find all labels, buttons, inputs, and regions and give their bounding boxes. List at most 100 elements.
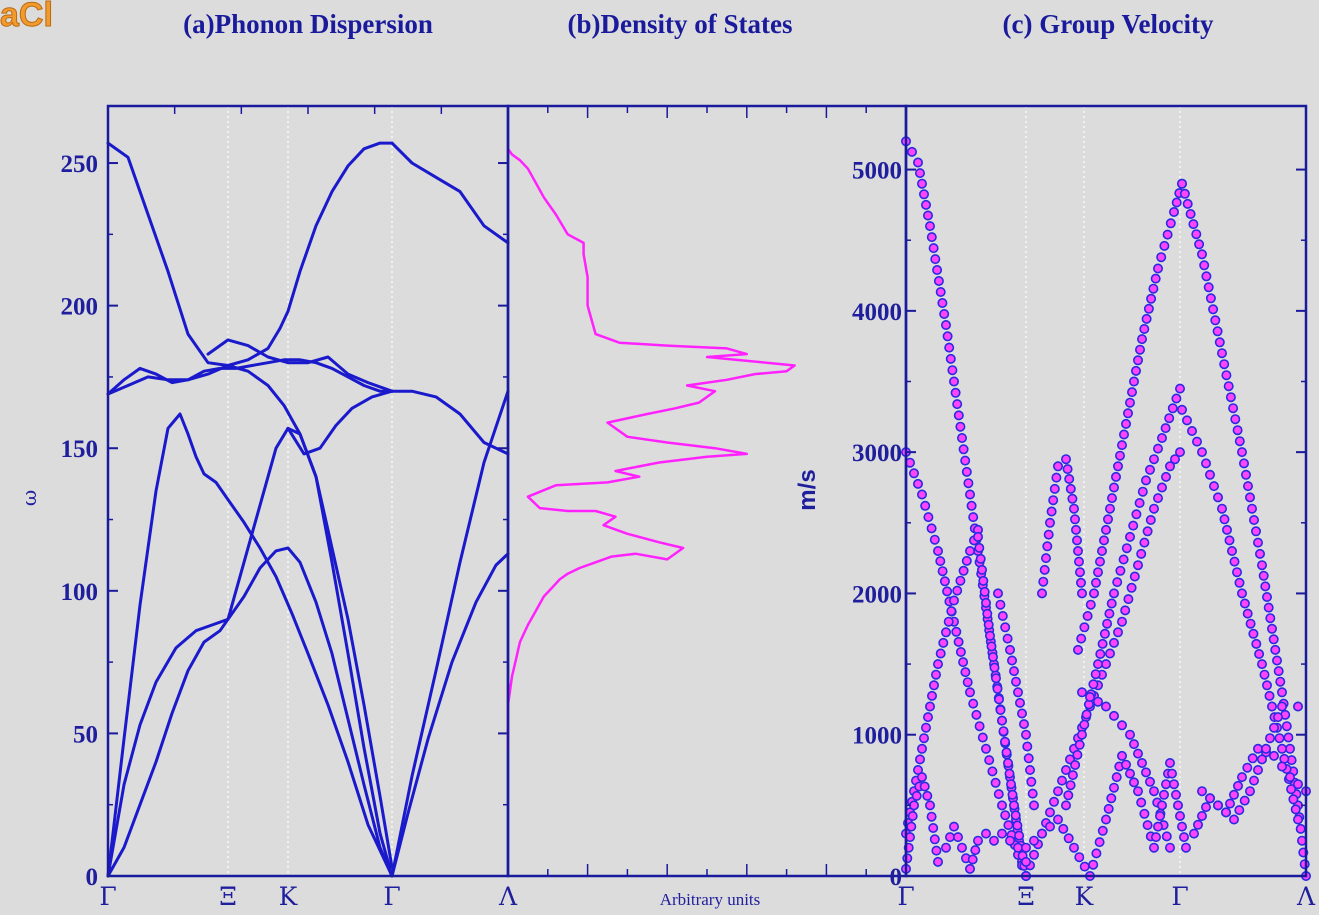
velocity-point-s8 <box>1099 628 1110 639</box>
velocity-point-s10 <box>1249 514 1260 525</box>
velocity-point-s2 <box>993 789 1004 800</box>
velocity-point-s14 <box>1139 808 1150 819</box>
velocity-point-s1 <box>935 286 946 297</box>
velocity-point-s14 <box>1103 803 1114 814</box>
velocity-point-s1 <box>912 157 923 168</box>
velocity-point-s9 <box>1119 429 1130 440</box>
velocity-point-s2 <box>926 523 937 534</box>
velocity-point-s5 <box>1000 622 1011 633</box>
velocity-point-s16 <box>1249 775 1260 786</box>
velocity-point-s2 <box>951 626 962 637</box>
velocity-point-s9 <box>1111 471 1122 482</box>
dispersion-xtick-label: K <box>279 882 299 911</box>
velocity-point-s14 <box>1159 789 1170 800</box>
velocity-point-s9 <box>1093 567 1104 578</box>
velocity-point-s11 <box>1197 447 1208 458</box>
velocity-point-s5 <box>1027 788 1038 799</box>
velocity-point-s6 <box>1069 503 1080 514</box>
velocity-point-s14 <box>1136 797 1147 808</box>
velocity-point-s11 <box>1232 567 1243 578</box>
velocity-point-s8 <box>1112 577 1123 588</box>
velocity-ytick-label: 2000 <box>852 581 902 608</box>
velocity-point-s1 <box>942 331 953 342</box>
velocity-point-s9 <box>1169 207 1180 218</box>
velocity-point-s16 <box>1234 805 1245 816</box>
velocity-point-s5 <box>1010 676 1021 687</box>
velocity-point-s13 <box>988 835 999 846</box>
velocity-point-s6 <box>1043 529 1054 540</box>
velocity-point-s11 <box>1286 784 1297 795</box>
velocity-point-s14 <box>1142 820 1153 831</box>
velocity-point-s4 <box>1005 779 1016 790</box>
velocity-point-s7 <box>1175 447 1186 458</box>
velocity-point-s14 <box>1029 835 1040 846</box>
velocity-point-s13 <box>948 821 959 832</box>
velocity-point-s10 <box>1260 581 1271 592</box>
velocity-point-s8 <box>1093 659 1104 670</box>
velocity-point-s11 <box>1234 577 1245 588</box>
velocity-frame <box>904 104 1308 878</box>
velocity-point-s11 <box>1290 804 1301 815</box>
velocity-point-s15 <box>1197 810 1208 821</box>
velocity-point-s8 <box>1164 413 1175 424</box>
velocity-point-s13 <box>902 853 913 864</box>
velocity-point-s7 <box>1133 560 1144 571</box>
velocity-point-s9 <box>1085 599 1096 610</box>
velocity-point-s14 <box>1129 777 1140 788</box>
velocity-point-s9 <box>1107 493 1118 504</box>
velocity-point-s2 <box>916 489 927 500</box>
velocity-point-s15 <box>1269 750 1280 761</box>
velocity-point-s16 <box>1253 764 1264 775</box>
velocity-point-s10 <box>1177 178 1188 189</box>
velocity-point-s6 <box>1042 541 1053 552</box>
velocity-point-s10 <box>1283 732 1294 743</box>
velocity-point-s1 <box>933 275 944 286</box>
velocity-point-s7 <box>1101 659 1112 670</box>
velocity-point-s2 <box>935 556 946 567</box>
velocity-point-s10 <box>1232 425 1243 436</box>
velocity-point-s3 <box>948 595 959 606</box>
velocity-point-s11 <box>1222 524 1233 535</box>
velocity-point-s3 <box>964 545 975 556</box>
velocity-point-s6 <box>1051 472 1062 483</box>
velocity-point-s7 <box>1053 786 1064 797</box>
velocity-point-s8 <box>1102 618 1113 629</box>
velocity-point-s2 <box>937 566 948 577</box>
velocity-point-s10 <box>1230 414 1241 425</box>
velocity-point-s12 <box>1129 739 1140 750</box>
velocity-point-s4 <box>995 704 1006 715</box>
velocity-point-s5 <box>995 599 1006 610</box>
velocity-point-s16 <box>1197 786 1208 797</box>
velocity-point-s3 <box>930 669 941 680</box>
velocity-point-s8 <box>1070 759 1081 770</box>
velocity-point-s10 <box>1258 570 1269 581</box>
velocity-point-s6 <box>1045 517 1056 528</box>
velocity-point-s7 <box>1113 627 1124 638</box>
velocity-point-s14 <box>1117 750 1128 761</box>
velocity-point-s2 <box>939 576 950 587</box>
velocity-point-s5 <box>1018 719 1029 730</box>
dispersion-ytick-label: 200 <box>61 294 99 321</box>
velocity-point-s6 <box>1049 483 1060 494</box>
panel-phonon-dispersion: 0 50 100 150 200 250 Γ Ξ K Γ Λ <box>61 104 518 911</box>
velocity-point-s14 <box>1074 852 1085 863</box>
velocity-point-s4 <box>996 715 1007 726</box>
velocity-point-s14 <box>1111 772 1122 783</box>
velocity-point-s8 <box>1081 709 1092 720</box>
velocity-point-s6 <box>1070 514 1081 525</box>
velocity-point-s8 <box>1157 432 1168 443</box>
velocity-point-s3 <box>932 659 943 670</box>
velocity-point-s4 <box>1004 768 1015 779</box>
panel-group-velocity: 0 1000 2000 3000 4000 5000 Γ Ξ K Γ Λ <box>852 104 1316 911</box>
velocity-point-s1 <box>944 342 955 353</box>
dispersion-ytick-label: 100 <box>61 579 99 606</box>
dispersion-series-line-6 <box>106 141 394 869</box>
velocity-point-s13 <box>940 842 951 853</box>
velocity-point-s15 <box>1242 762 1253 773</box>
velocity-point-s11 <box>1227 545 1238 556</box>
velocity-point-s1 <box>958 444 969 455</box>
velocity-point-s10 <box>1241 469 1252 480</box>
velocity-point-s8 <box>1095 648 1106 659</box>
velocity-point-s6 <box>1041 553 1052 564</box>
